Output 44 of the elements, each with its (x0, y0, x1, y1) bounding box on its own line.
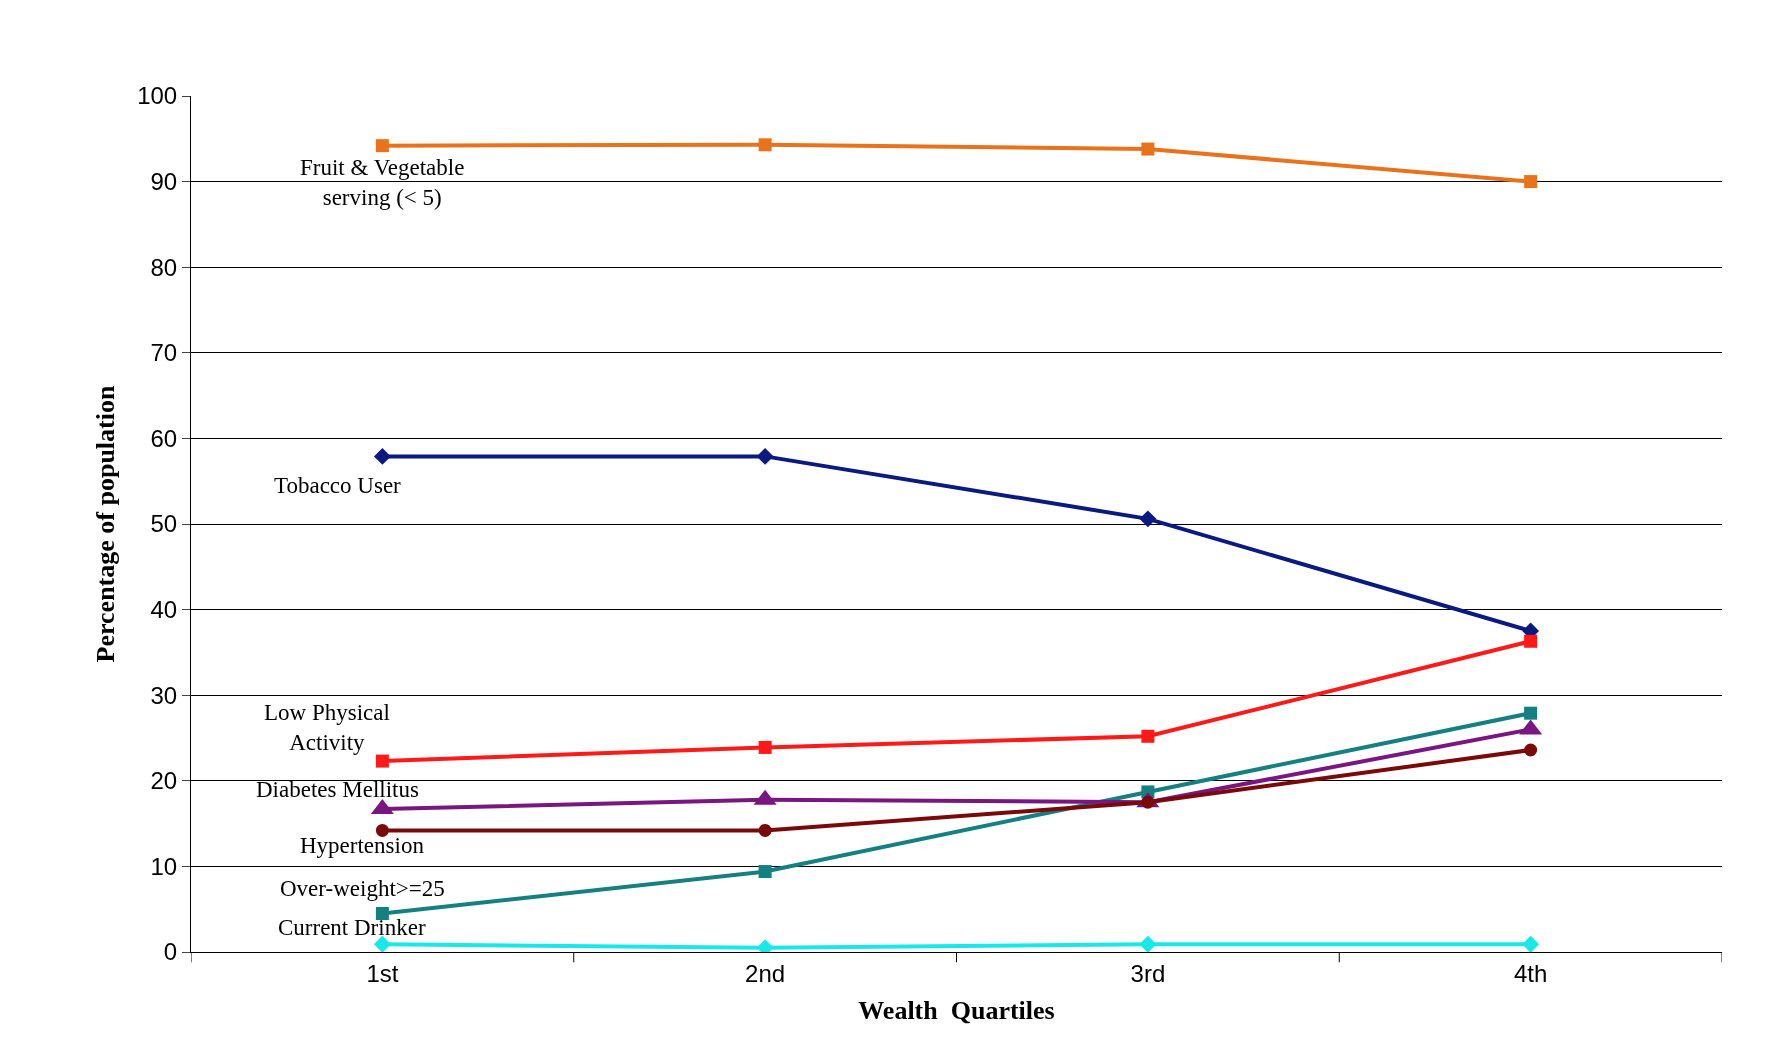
point (1522, 935, 1540, 952)
x-tick-label: 2nd (745, 959, 786, 987)
point (373, 447, 391, 465)
y-tick-label: 30 (150, 681, 178, 709)
series-label: Tobacco User (274, 473, 402, 498)
point (1524, 706, 1538, 720)
point (1524, 175, 1538, 189)
x-tick-label: 3rd (1130, 959, 1166, 987)
series-label: Diabetes Mellitus (256, 777, 419, 802)
point (758, 740, 772, 754)
y-tick-label: 40 (150, 596, 178, 623)
point (375, 906, 389, 920)
series-label: Over-weight>=25 (280, 876, 445, 901)
y-tick-label: 50 (150, 510, 178, 538)
y-axis-title: Percentage of population (90, 385, 120, 663)
point (373, 935, 391, 952)
point (758, 138, 772, 152)
series-label: Fruit & Vegetable serving (< 5) (300, 155, 465, 210)
series-label: Hypertension (300, 833, 425, 858)
x-tick-label: 1st (366, 959, 399, 987)
point (375, 754, 389, 768)
y-tick-label: 100 (137, 82, 178, 110)
point (1141, 142, 1155, 156)
point (756, 447, 774, 465)
y-tick-label: 0 (163, 938, 178, 966)
point (1141, 729, 1155, 743)
point (758, 823, 772, 837)
point (1139, 935, 1157, 952)
point (375, 139, 389, 153)
x-axis-title: Wealth Quartiles (858, 996, 1055, 1026)
y-tick-label: 70 (150, 339, 178, 367)
point (1139, 510, 1157, 528)
series-label: Low Physical Activity (264, 700, 390, 755)
point (758, 865, 772, 879)
point (375, 823, 389, 837)
point (1524, 634, 1538, 648)
y-tick-label: 10 (150, 852, 178, 880)
point (1524, 743, 1538, 757)
series-label: Current Drinker (278, 915, 426, 940)
y-tick-label: 20 (150, 767, 178, 795)
y-tick-label: 60 (150, 424, 178, 452)
x-tick-label: 4th (1513, 959, 1548, 987)
y-tick-label: 80 (150, 253, 178, 281)
y-tick-label: 90 (150, 168, 178, 195)
